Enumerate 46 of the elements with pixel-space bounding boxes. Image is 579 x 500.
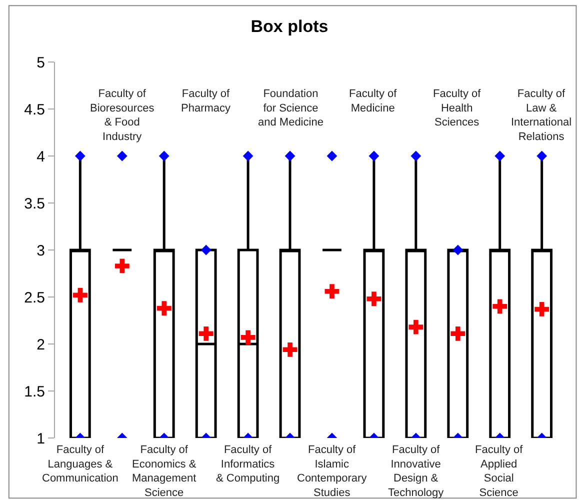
y-tick-label: 1 bbox=[36, 430, 45, 448]
y-tick-label: 4 bbox=[36, 148, 45, 166]
point bbox=[410, 150, 422, 162]
x-tick-label: Faculty of Informatics & Computing bbox=[216, 444, 280, 485]
point bbox=[494, 150, 506, 162]
x-tick-label: Faculty of Languages & Communication bbox=[42, 444, 118, 485]
point bbox=[74, 150, 86, 162]
point bbox=[158, 150, 170, 162]
x-tick-label: Foundation for Science and Medicine bbox=[258, 88, 324, 129]
x-tick-label: Faculty of Economics & Management Science bbox=[132, 444, 197, 499]
point bbox=[114, 258, 130, 274]
point bbox=[198, 326, 214, 341]
point bbox=[200, 244, 212, 256]
x-tick-label: Faculty of Pharmacy bbox=[181, 88, 232, 114]
y-tick-label: 3.5 bbox=[24, 195, 45, 212]
y-tick-label: 5 bbox=[36, 54, 45, 72]
x-tick-label: Faculty of Islamic Contemporary Studies bbox=[297, 444, 368, 499]
point bbox=[408, 320, 424, 334]
point bbox=[156, 301, 172, 316]
x-tick-label: Faculty of Law & International Relations bbox=[511, 88, 572, 143]
point bbox=[492, 299, 508, 314]
point bbox=[282, 342, 298, 357]
x-tick-label: Faculty of Medicine bbox=[349, 88, 398, 114]
y-tick-label: 1.5 bbox=[24, 383, 45, 400]
y-tick-label: 3 bbox=[36, 242, 45, 260]
point bbox=[534, 302, 550, 316]
point bbox=[368, 150, 380, 162]
point bbox=[450, 326, 466, 341]
point bbox=[452, 244, 464, 256]
x-tick-label: Faculty of Bioresources & Food Industry bbox=[90, 88, 155, 143]
x-tick-label: Faculty of Applied Social Science bbox=[475, 444, 524, 499]
point bbox=[284, 150, 296, 162]
point bbox=[116, 150, 128, 162]
y-tick-label: 4.5 bbox=[24, 101, 45, 118]
y-tick-label: 2.5 bbox=[24, 289, 45, 306]
point bbox=[240, 330, 256, 345]
chart-title: Box plots bbox=[250, 16, 328, 36]
y-tick-label: 2 bbox=[36, 336, 45, 354]
point bbox=[536, 150, 548, 162]
point bbox=[72, 288, 88, 302]
point bbox=[326, 150, 338, 162]
x-tick-label: Faculty of Health Sciences bbox=[433, 88, 482, 129]
point bbox=[324, 284, 340, 299]
x-tick-label: Faculty of Innovative Design & Technology bbox=[388, 444, 444, 499]
point bbox=[242, 150, 254, 162]
point bbox=[366, 292, 382, 306]
